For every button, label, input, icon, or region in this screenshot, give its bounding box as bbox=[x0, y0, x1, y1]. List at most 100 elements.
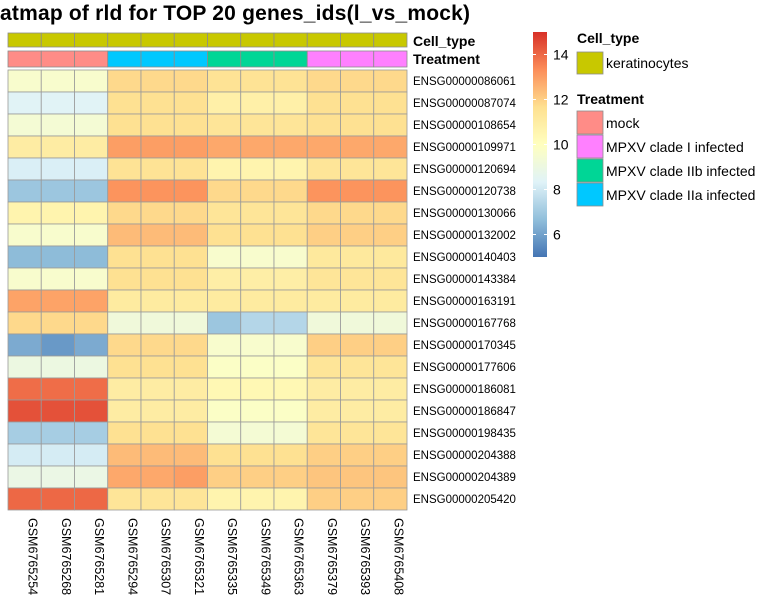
heatmap-cell bbox=[173, 289, 208, 313]
heatmap-cell bbox=[74, 487, 109, 511]
heatmap-cell bbox=[7, 245, 42, 269]
heatmap-cell bbox=[240, 113, 275, 137]
heatmap-cell bbox=[207, 179, 242, 203]
heatmap-cell bbox=[107, 135, 142, 159]
heatmap-cell bbox=[306, 355, 341, 379]
gene-label: ENSG00000086061 bbox=[413, 76, 516, 88]
heatmap-cell bbox=[40, 113, 75, 137]
colorbar-tick-label: 6 bbox=[553, 227, 561, 243]
heatmap-cell bbox=[273, 135, 308, 159]
heatmap-cell bbox=[373, 289, 408, 313]
heatmap-cell bbox=[240, 487, 275, 511]
gene-label: ENSG00000087074 bbox=[413, 98, 517, 110]
heatmap-cell bbox=[74, 421, 109, 445]
gene-label: ENSG00000132002 bbox=[413, 230, 516, 242]
heatmap-cell bbox=[140, 245, 175, 269]
heatmap-cell bbox=[74, 91, 109, 115]
heatmap-cell bbox=[207, 443, 242, 467]
treatment-annotation-cell bbox=[74, 50, 109, 68]
heatmap-cell bbox=[373, 399, 408, 423]
treatment-annotation-cell bbox=[40, 50, 75, 68]
heatmap-cell bbox=[240, 245, 275, 269]
heatmap-cell bbox=[74, 69, 109, 93]
cell-type-annotation-cell bbox=[107, 32, 142, 48]
heatmap-cell bbox=[207, 399, 242, 423]
gene-label: ENSG00000108654 bbox=[413, 120, 517, 132]
heatmap-cell bbox=[273, 355, 308, 379]
heatmap-cell bbox=[173, 113, 208, 137]
heatmap-cell bbox=[107, 465, 142, 489]
heatmap-cell bbox=[74, 443, 109, 467]
cell-type-annotation-cell bbox=[340, 32, 375, 48]
gene-label: ENSG00000204388 bbox=[413, 450, 516, 462]
heatmap-cell bbox=[7, 223, 42, 247]
colorbar-tick-label: 14 bbox=[553, 47, 569, 63]
heatmap-cell bbox=[107, 333, 142, 357]
heatmap-cell bbox=[240, 157, 275, 181]
heatmap-cell bbox=[107, 69, 142, 93]
heatmap-cell bbox=[107, 157, 142, 181]
gene-label: ENSG00000186847 bbox=[413, 406, 516, 418]
treatment-annotation-cell bbox=[340, 50, 375, 68]
heatmap-cell bbox=[306, 399, 341, 423]
heatmap-cell bbox=[107, 113, 142, 137]
heatmap-cell bbox=[306, 135, 341, 159]
heatmap-cell bbox=[373, 201, 408, 225]
heatmap-cell bbox=[173, 465, 208, 489]
treatment-annotation-label: Treatment bbox=[413, 51, 480, 67]
heatmap-cell bbox=[173, 223, 208, 247]
heatmap-cell bbox=[373, 487, 408, 511]
heatmap-cell bbox=[40, 399, 75, 423]
heatmap-cell bbox=[207, 91, 242, 115]
heatmap-cell bbox=[340, 377, 375, 401]
heatmap-cell bbox=[7, 333, 42, 357]
heatmap-cell bbox=[7, 355, 42, 379]
cell-type-annotation-cell bbox=[7, 32, 42, 48]
gene-label: ENSG00000130066 bbox=[413, 208, 516, 220]
heatmap-cell bbox=[306, 157, 341, 181]
heatmap-cell bbox=[74, 377, 109, 401]
heatmap-cell bbox=[140, 399, 175, 423]
heatmap-cell bbox=[373, 377, 408, 401]
heatmap-cell bbox=[173, 91, 208, 115]
heatmap-cell bbox=[7, 113, 42, 137]
heatmap-cell bbox=[40, 465, 75, 489]
gene-label: ENSG00000186081 bbox=[413, 384, 516, 396]
heatmap-cell bbox=[273, 465, 308, 489]
heatmap-cell bbox=[207, 223, 242, 247]
heatmap-cell bbox=[107, 311, 142, 335]
cell-type-annotation-cell bbox=[306, 32, 341, 48]
treatment-annotation-cell bbox=[240, 50, 275, 68]
colorbar-tick-label: 12 bbox=[553, 92, 569, 108]
heatmap-cell bbox=[107, 421, 142, 445]
heatmap-cell bbox=[107, 443, 142, 467]
heatmap-cell bbox=[7, 487, 42, 511]
legend-cell-type-label: keratinocytes bbox=[606, 55, 688, 71]
heatmap-cell bbox=[273, 223, 308, 247]
gene-label: ENSG00000167768 bbox=[413, 318, 516, 330]
heatmap-cell bbox=[340, 355, 375, 379]
heatmap-cell bbox=[173, 333, 208, 357]
heatmap-cell bbox=[373, 245, 408, 269]
heatmap-cell bbox=[7, 179, 42, 203]
heatmap-cell bbox=[40, 201, 75, 225]
heatmap-cell bbox=[306, 289, 341, 313]
heatmap-cell bbox=[74, 179, 109, 203]
gene-label: ENSG00000198435 bbox=[413, 428, 516, 440]
heatmap-cell bbox=[74, 267, 109, 291]
heatmap-cell bbox=[273, 399, 308, 423]
heatmap-cell bbox=[306, 465, 341, 489]
cell-type-annotation-cell bbox=[74, 32, 109, 48]
legend-cell-type-swatch bbox=[576, 51, 604, 75]
heatmap-cell bbox=[74, 465, 109, 489]
heatmap-cell bbox=[273, 113, 308, 137]
heatmap-cell bbox=[240, 201, 275, 225]
heatmap-cell bbox=[40, 487, 75, 511]
colorbar bbox=[533, 32, 547, 257]
heatmap-cell bbox=[140, 223, 175, 247]
heatmap-cell bbox=[140, 443, 175, 467]
heatmap-cell bbox=[173, 201, 208, 225]
heatmap-cell bbox=[173, 355, 208, 379]
heatmap-cell bbox=[40, 245, 75, 269]
heatmap-cell bbox=[207, 245, 242, 269]
